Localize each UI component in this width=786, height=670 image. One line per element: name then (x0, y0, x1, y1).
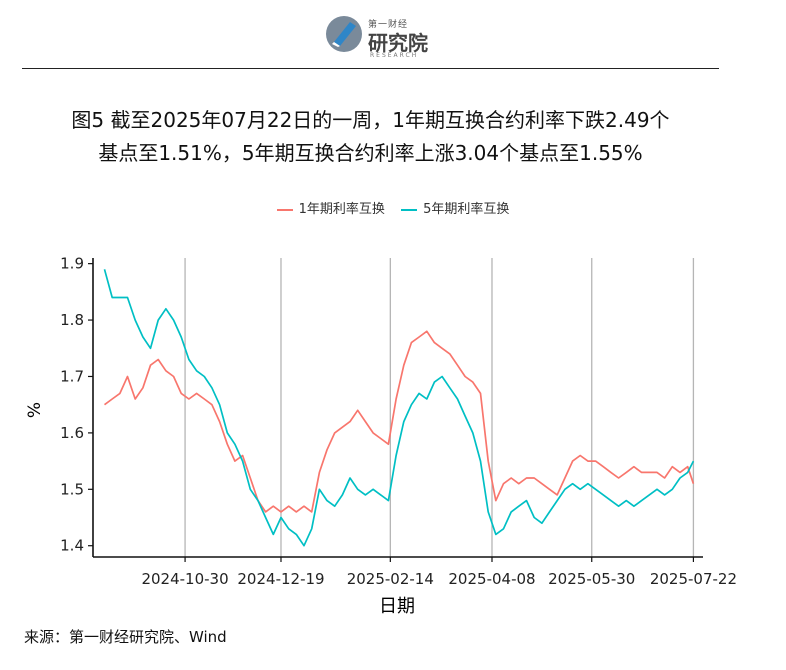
y-tick-label: 1.7 (60, 367, 84, 385)
x-tick-label: 2024-12-19 (237, 570, 324, 588)
logo-emblem-icon (326, 16, 362, 52)
header-divider (22, 68, 719, 69)
x-tick-label: 2024-10-30 (141, 570, 228, 588)
x-axis-label: 日期 (379, 596, 415, 617)
legend-item-1y: 1年期利率互换 (276, 198, 385, 217)
y-tick-label: 1.9 (60, 255, 84, 273)
brand-logo: 第一财经 研究院 RESEARCH (324, 12, 454, 60)
figure-title: 图5 截至2025年07月22日的一周，1年期互换合约利率下跌2.49个 基点至… (22, 104, 719, 170)
x-tick-label: 2025-05-30 (548, 570, 635, 588)
legend-swatch-1y (276, 208, 293, 211)
series-line-5y (103, 269, 695, 547)
chart-grid (184, 258, 695, 557)
x-tick-label: 2025-07-22 (650, 570, 737, 588)
y-tick-label: 1.5 (60, 480, 84, 498)
source-note: 来源：第一财经研究院、Wind (24, 628, 227, 646)
y-tick-label: 1.8 (60, 311, 84, 329)
logo-sub-text: RESEARCH (370, 52, 419, 59)
logo-main-text: 研究院 (368, 31, 428, 55)
figure-title-line-2: 基点至1.51%，5年期互换合约利率上涨3.04个基点至1.55% (98, 141, 643, 165)
series-line-1y (103, 330, 695, 513)
legend-swatch-5y (401, 208, 418, 211)
y-axis-label: % (25, 402, 45, 418)
chart-series (103, 269, 695, 547)
figure-title-line-1: 图5 截至2025年07月22日的一周，1年期互换合约利率下跌2.49个 (71, 108, 670, 132)
y-tick-label: 1.6 (60, 424, 84, 442)
legend-label-5y: 5年期利率互换 (423, 202, 510, 217)
chart-axes: 2024-10-30 2024-12-19 2025-02-14 2025-04-08… (60, 255, 737, 588)
x-tick-label: 2025-04-08 (448, 570, 535, 588)
x-tick-label: 2025-02-14 (347, 570, 434, 588)
legend-item-5y: 5年期利率互换 (401, 198, 509, 217)
chart-legend: 1年期利率互换 5年期利率互换 (0, 198, 786, 217)
logo-small-text: 第一财经 (368, 20, 409, 30)
legend-label-1y: 1年期利率互换 (298, 202, 385, 217)
y-tick-label: 1.4 (60, 537, 84, 555)
